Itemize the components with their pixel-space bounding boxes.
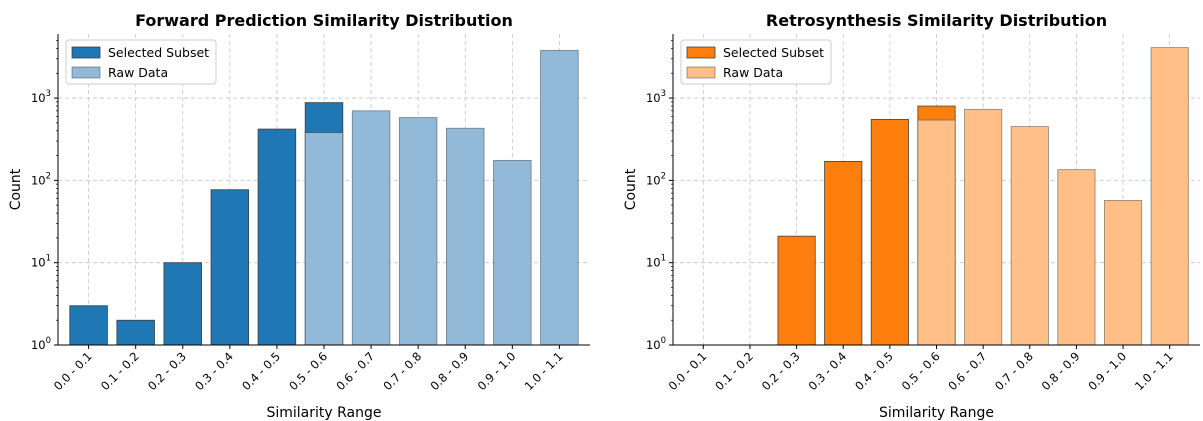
- y-tick-label: 103: [646, 89, 666, 105]
- x-tick-label: 1.0 - 1.1: [1132, 349, 1176, 393]
- bar-raw-data: [540, 49, 579, 346]
- y-tick-label: 100: [646, 336, 666, 352]
- bar-selected-subset: [824, 160, 863, 346]
- x-tick-label: 0.1 - 0.2: [712, 349, 756, 393]
- x-tick-label: 0.9 - 1.0: [475, 349, 519, 393]
- x-tick-label: 0.5 - 0.6: [899, 349, 943, 393]
- legend-label-raw-data: Raw Data: [108, 65, 168, 80]
- axes: [669, 34, 1200, 349]
- x-tick-label: 0.2 - 0.3: [759, 349, 803, 393]
- x-tick-label: 0.4 - 0.5: [239, 349, 283, 393]
- legend-label-selected-subset: Selected Subset: [108, 45, 209, 60]
- x-tick-label: 0.3 - 0.4: [192, 349, 236, 393]
- x-tick-label: 1.0 - 1.1: [522, 349, 566, 393]
- legend-frame: [65, 39, 217, 85]
- legend-swatch-raw-data: [71, 66, 101, 79]
- bar-raw-data: [1010, 126, 1049, 346]
- x-tick-label: 0.4 - 0.5: [852, 349, 896, 393]
- bar-raw-data: [493, 159, 532, 346]
- x-tick-label: 0.0 - 0.1: [51, 349, 95, 393]
- bar-raw-data: [398, 117, 438, 346]
- bars: [69, 49, 579, 346]
- x-tick-label: 0.8 - 0.9: [1039, 349, 1083, 393]
- legend-label-selected-subset: Selected Subset: [723, 45, 824, 60]
- bar-selected-subset: [210, 189, 250, 346]
- bar-selected-subset: [777, 235, 816, 346]
- bar-raw-data: [1057, 169, 1096, 346]
- legend-label-raw-data: Raw Data: [723, 65, 783, 80]
- y-axis-label: Count: [8, 168, 24, 210]
- x-tick-label: 0.2 - 0.3: [145, 349, 189, 393]
- bar-raw-data: [917, 119, 956, 346]
- x-axis-label: Similarity Range: [266, 405, 381, 421]
- y-tick-label: 102: [31, 171, 51, 187]
- y-tick-label: 100: [31, 336, 51, 352]
- legend: Selected Subset Raw Data: [65, 39, 217, 85]
- bar-raw-data: [351, 110, 391, 346]
- bar-selected-subset: [116, 319, 155, 346]
- x-tick-label: 0.7 - 0.8: [992, 349, 1036, 393]
- chart-title: Retrosynthesis Similarity Distribution: [766, 11, 1107, 30]
- x-tick-label: 0.8 - 0.9: [427, 349, 471, 393]
- x-axis-label: Similarity Range: [879, 405, 994, 421]
- legend-frame: [680, 39, 832, 85]
- bars: [777, 47, 1189, 346]
- legend: Selected Subset Raw Data: [680, 39, 832, 85]
- chart-retrosynthesis: Retrosynthesis Similarity Distribution S…: [623, 11, 1200, 421]
- y-tick-label: 101: [646, 254, 666, 270]
- bar-selected-subset: [870, 119, 909, 346]
- y-tick-label: 103: [31, 89, 51, 105]
- bar-selected-subset: [163, 262, 202, 346]
- bar-raw-data: [964, 108, 1003, 346]
- chart-title: Forward Prediction Similarity Distributi…: [135, 11, 513, 30]
- bar-selected-subset: [69, 305, 108, 346]
- axes: [54, 34, 590, 349]
- legend-swatch-selected-subset: [686, 46, 716, 59]
- y-axis-label: Count: [623, 168, 639, 210]
- bar-raw-data: [446, 127, 485, 346]
- y-tick-label: 102: [646, 171, 666, 187]
- y-tick-label: 101: [31, 254, 51, 270]
- x-tick-label: 0.9 - 1.0: [1085, 349, 1129, 393]
- x-tick-label: 0.0 - 0.1: [666, 349, 710, 393]
- x-tick-label: 0.3 - 0.4: [805, 349, 849, 393]
- x-tick-label: 0.6 - 0.7: [945, 349, 989, 393]
- x-tick-label: 0.1 - 0.2: [98, 349, 142, 393]
- chart-forward-prediction: Forward Prediction Similarity Distributi…: [8, 11, 590, 421]
- bar-selected-subset: [257, 128, 297, 346]
- x-tick-label: 0.6 - 0.7: [333, 349, 377, 393]
- legend-swatch-raw-data: [686, 66, 716, 79]
- bar-raw-data: [304, 132, 344, 346]
- legend-swatch-selected-subset: [71, 46, 101, 59]
- x-tick-label: 0.7 - 0.8: [380, 349, 424, 393]
- x-tick-label: 0.5 - 0.6: [286, 349, 330, 393]
- bar-raw-data: [1150, 47, 1189, 346]
- bar-raw-data: [1103, 200, 1143, 346]
